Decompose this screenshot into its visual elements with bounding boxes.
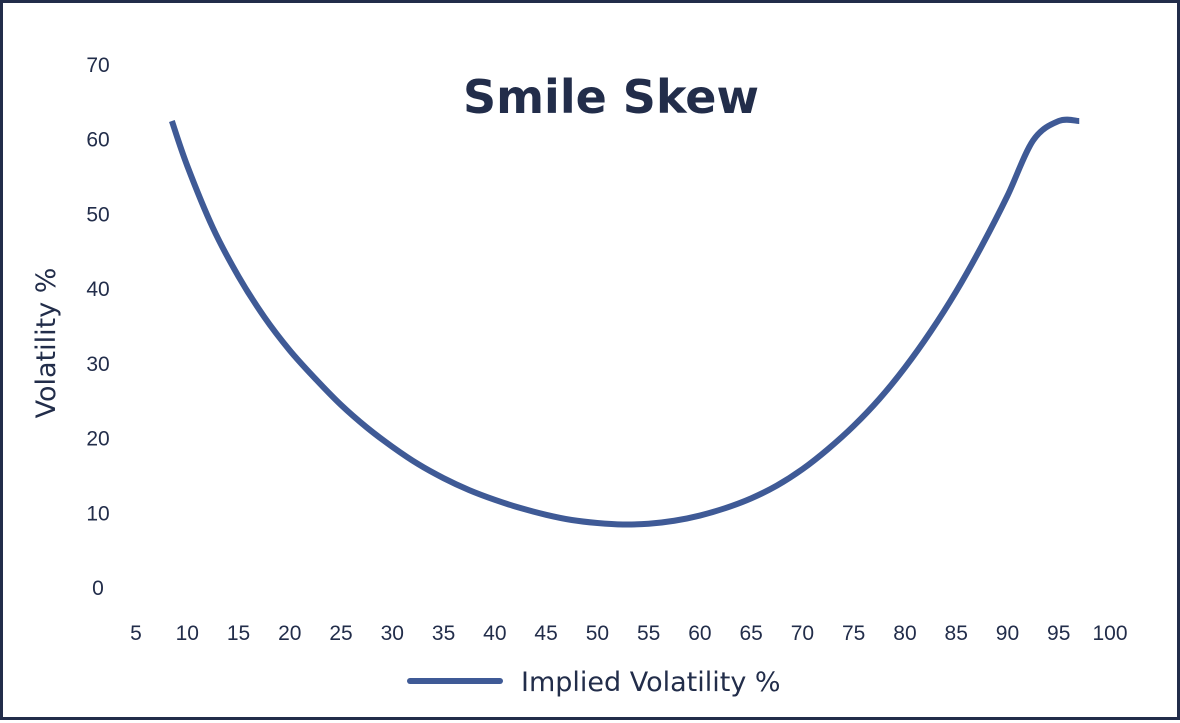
series-group	[169, 116, 1080, 528]
legend: Implied Volatility %	[407, 667, 781, 698]
x-tick-label: 45	[534, 622, 557, 645]
x-tick-label: 25	[329, 622, 352, 645]
y-tick-label: 30	[86, 353, 109, 376]
x-tick-label: 65	[739, 622, 762, 645]
y-tick-label: 50	[86, 203, 109, 226]
y-tick-label: 60	[86, 129, 109, 152]
smile-skew-chart: Smile Skew 0 10 20 30 40 50 60 70 5 10 15 20 25 30 35…	[31, 54, 1128, 698]
x-tick-label: 55	[637, 622, 660, 645]
x-tick-label: 50	[586, 622, 609, 645]
x-tick-label: 5	[130, 622, 142, 645]
y-tick-label: 0	[92, 577, 104, 600]
x-tick-label: 90	[996, 622, 1019, 645]
legend-label: Implied Volatility %	[521, 667, 781, 698]
series-line-implied-volatility	[169, 116, 1080, 528]
y-tick-label: 20	[86, 428, 109, 451]
x-tick-label: 20	[278, 622, 301, 645]
y-axis-ticks: 0 10 20 30 40 50 60 70	[86, 54, 109, 600]
x-axis-ticks: 5 10 15 20 25 30 35 40 45 50 55 60 65 70 75 80 85 90 95 100	[130, 622, 1127, 645]
y-axis-label: Volatility %	[31, 268, 62, 419]
y-tick-label: 10	[86, 502, 109, 525]
x-tick-label: 15	[227, 622, 250, 645]
x-tick-label: 40	[483, 622, 506, 645]
x-tick-label: 10	[176, 622, 199, 645]
x-tick-label: 100	[1092, 622, 1127, 645]
y-tick-label: 40	[86, 278, 109, 301]
x-tick-label: 70	[791, 622, 814, 645]
x-tick-label: 30	[381, 622, 404, 645]
x-tick-label: 35	[432, 622, 455, 645]
x-tick-label: 80	[893, 622, 916, 645]
x-tick-label: 75	[842, 622, 865, 645]
chart-title: Smile Skew	[463, 70, 759, 124]
x-tick-label: 95	[1047, 622, 1070, 645]
y-tick-label: 70	[86, 54, 109, 77]
x-tick-label: 85	[945, 622, 968, 645]
x-tick-label: 60	[688, 622, 711, 645]
